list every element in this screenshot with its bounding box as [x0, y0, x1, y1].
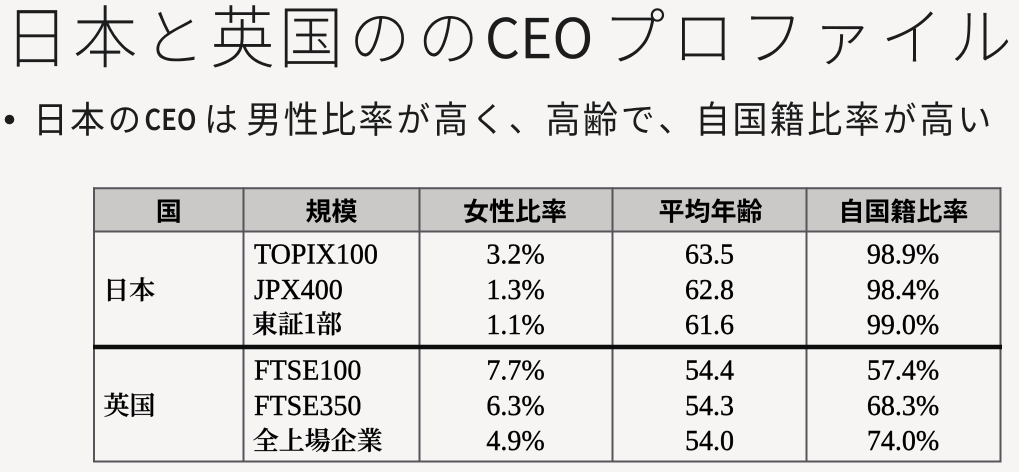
svg-text:JPX400: JPX400 [254, 275, 343, 306]
svg-text:98.9%: 98.9% [867, 240, 939, 271]
svg-text:57.4%: 57.4% [867, 356, 939, 387]
svg-text:7.7%: 7.7% [486, 356, 544, 387]
svg-text:4.9%: 4.9% [486, 426, 544, 457]
svg-text:1.3%: 1.3% [486, 275, 544, 306]
svg-text:61.6: 61.6 [685, 310, 734, 341]
svg-text:TOPIX100: TOPIX100 [254, 240, 378, 271]
svg-text:99.0%: 99.0% [867, 310, 939, 341]
svg-text:68.3%: 68.3% [867, 391, 939, 422]
svg-text:3.2%: 3.2% [486, 240, 544, 271]
svg-text:98.4%: 98.4% [867, 275, 939, 306]
svg-text:54.3: 54.3 [685, 391, 734, 422]
svg-text:62.8: 62.8 [685, 275, 734, 306]
svg-text:6.3%: 6.3% [486, 391, 544, 422]
svg-text:63.5: 63.5 [685, 240, 734, 271]
svg-text:FTSE350: FTSE350 [254, 391, 361, 422]
svg-text:74.0%: 74.0% [867, 426, 939, 457]
svg-text:54.4: 54.4 [685, 356, 734, 387]
svg-text:1.1%: 1.1% [486, 310, 544, 341]
svg-text:54.0: 54.0 [685, 426, 734, 457]
svg-text:FTSE100: FTSE100 [254, 356, 361, 387]
